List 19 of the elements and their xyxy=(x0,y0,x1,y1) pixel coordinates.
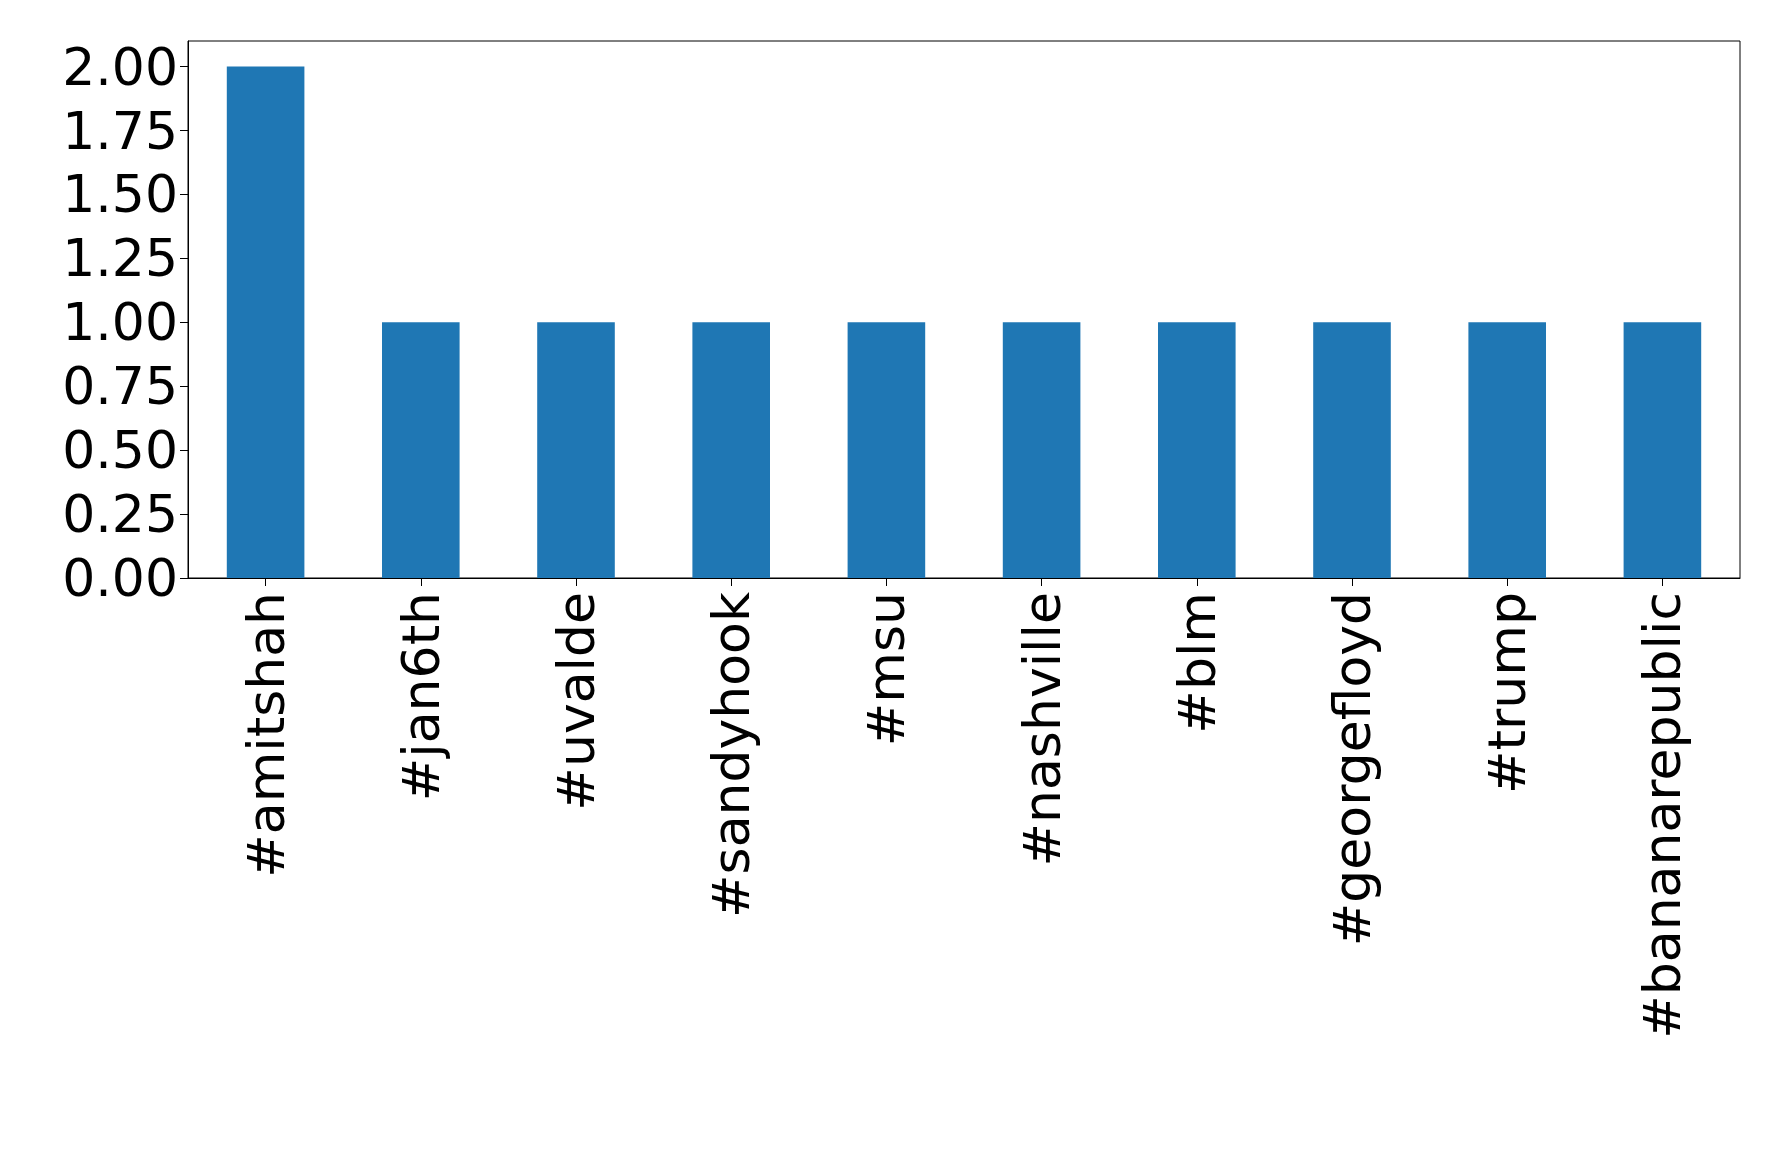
x-tick-label: #jan6th xyxy=(390,592,451,802)
x-tick-label: #blm xyxy=(1166,592,1227,734)
x-tick-label: #uvalde xyxy=(546,592,606,811)
x-tick-label: #amitshah xyxy=(235,592,296,878)
x-tick-label: #nashville xyxy=(1011,592,1072,867)
y-tick-label: 1.25 xyxy=(62,228,178,289)
x-tick-label: #trump xyxy=(1477,592,1538,794)
y-tick-label: 0.00 xyxy=(62,548,178,608)
x-tick-label: #msu xyxy=(856,592,917,747)
x-tick-label: #sandyhook xyxy=(701,592,762,918)
y-tick-label: 0.25 xyxy=(62,484,178,545)
y-tick-label: 1.75 xyxy=(62,100,178,161)
y-tick-label: 0.50 xyxy=(62,420,178,481)
y-tick-label: 2.00 xyxy=(62,36,178,97)
y-tick-label: 0.75 xyxy=(62,356,178,417)
y-tick-label: 1.50 xyxy=(62,164,178,225)
x-tick-label: #georgefloyd xyxy=(1322,592,1382,947)
x-tick-label: #bananarepublic xyxy=(1632,592,1693,1039)
y-tick-label: 1.00 xyxy=(62,292,178,353)
